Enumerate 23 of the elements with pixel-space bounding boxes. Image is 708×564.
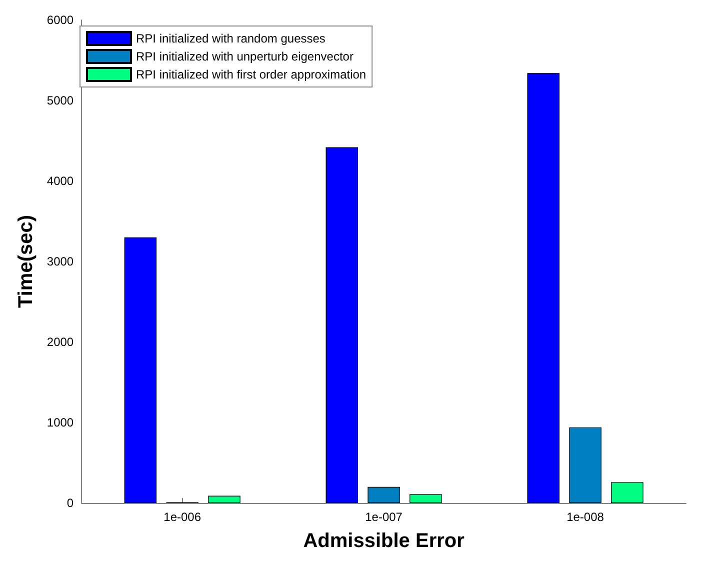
legend-label: RPI initialized with first order approximation bbox=[136, 68, 366, 82]
bar bbox=[326, 147, 358, 503]
y-tick-label: 4000 bbox=[46, 174, 74, 188]
y-tick-label: 3000 bbox=[46, 254, 74, 268]
y-tick-label: 0 bbox=[66, 496, 74, 510]
x-tick-label: 1e-007 bbox=[365, 510, 403, 524]
bar bbox=[527, 73, 560, 503]
x-tick-label: 1e-006 bbox=[164, 510, 202, 524]
legend-label: RPI initialized with random guesses bbox=[136, 32, 326, 46]
y-tick-label: 6000 bbox=[46, 13, 74, 27]
legend-label: RPI initialized with unperturb eigenvector bbox=[136, 50, 354, 64]
x-tick-label: 1e-008 bbox=[566, 510, 604, 524]
bar bbox=[410, 494, 442, 503]
y-tick-label: 2000 bbox=[46, 335, 74, 349]
x-axis-title: Admissible Error bbox=[303, 530, 465, 552]
y-axis-title: Time(sec) bbox=[15, 214, 37, 308]
y-tick-label: 1000 bbox=[46, 416, 74, 430]
bar bbox=[611, 482, 644, 503]
y-tick-label: 5000 bbox=[46, 94, 74, 108]
bar bbox=[368, 486, 400, 503]
bar bbox=[208, 496, 240, 503]
bar bbox=[124, 237, 157, 503]
bar bbox=[569, 427, 602, 503]
